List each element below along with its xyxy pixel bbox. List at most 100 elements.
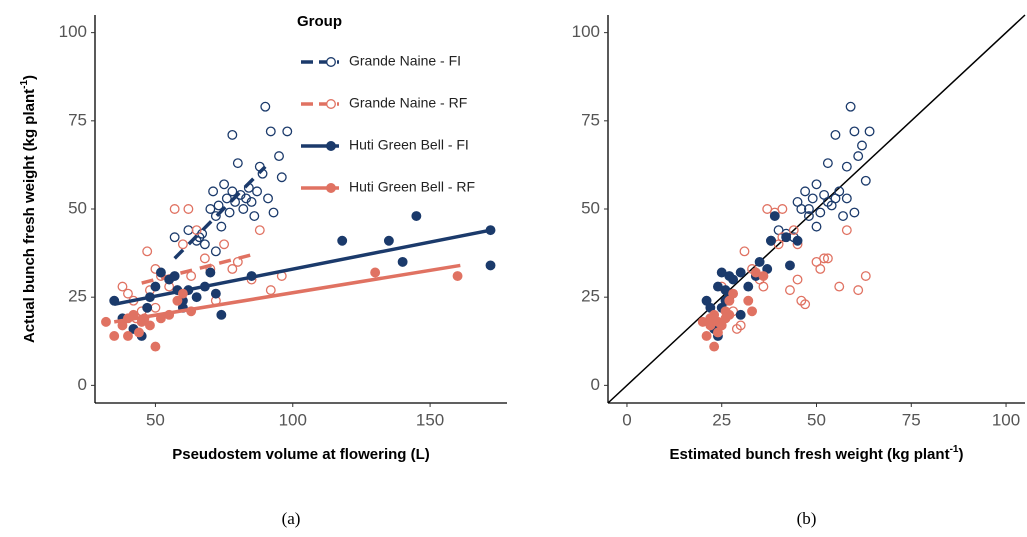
legend-marker bbox=[326, 183, 336, 193]
y-tick-label: 0 bbox=[591, 375, 600, 394]
point bbox=[169, 232, 180, 243]
point bbox=[241, 193, 252, 204]
point bbox=[169, 204, 180, 214]
point bbox=[819, 253, 830, 264]
point bbox=[735, 309, 746, 320]
legend-title: Group bbox=[297, 13, 342, 30]
point bbox=[838, 211, 848, 222]
point bbox=[800, 186, 811, 197]
point bbox=[337, 235, 348, 246]
point bbox=[853, 285, 864, 296]
point bbox=[254, 225, 265, 236]
point bbox=[150, 302, 161, 313]
point bbox=[754, 256, 765, 267]
point bbox=[210, 246, 221, 257]
y-axis-label: Actual bunch fresh weight (kg plant-1) bbox=[19, 75, 38, 343]
point bbox=[144, 320, 155, 331]
point bbox=[238, 204, 249, 214]
y-tick-label: 50 bbox=[68, 198, 87, 217]
point bbox=[792, 274, 803, 285]
point bbox=[123, 288, 133, 299]
point bbox=[249, 211, 260, 222]
point bbox=[199, 239, 210, 250]
point bbox=[183, 204, 194, 214]
point bbox=[724, 309, 735, 320]
point bbox=[849, 207, 860, 218]
point bbox=[227, 186, 238, 197]
point bbox=[199, 253, 210, 264]
point bbox=[728, 274, 739, 285]
x-tick-label: 50 bbox=[146, 410, 165, 429]
legend-marker bbox=[326, 141, 336, 151]
legend-label: Huti Green Bell - FI bbox=[349, 137, 469, 153]
point bbox=[123, 331, 133, 341]
point bbox=[769, 211, 780, 222]
y-tick-label: 25 bbox=[68, 287, 87, 306]
legend-label: Grande Naine - RF bbox=[349, 95, 467, 111]
point bbox=[743, 295, 754, 306]
y-tick-label: 75 bbox=[581, 110, 600, 129]
fit-line bbox=[113, 228, 491, 306]
label-sup: -1 bbox=[950, 444, 959, 455]
label-sup: -1 bbox=[19, 80, 30, 89]
x-tick-label: 150 bbox=[416, 410, 444, 429]
point bbox=[803, 204, 814, 214]
point bbox=[777, 204, 788, 214]
point bbox=[841, 193, 852, 204]
point bbox=[735, 267, 746, 278]
point bbox=[815, 264, 826, 274]
point bbox=[845, 101, 856, 112]
point bbox=[142, 302, 153, 313]
y-tick-label: 75 bbox=[68, 110, 87, 129]
point bbox=[370, 267, 381, 278]
y-tick-label: 100 bbox=[59, 22, 87, 41]
point bbox=[232, 256, 243, 267]
fit-line bbox=[113, 263, 461, 324]
point bbox=[268, 207, 279, 218]
point bbox=[860, 175, 871, 186]
label-text: Actual bunch fresh weight (kg plant bbox=[21, 89, 38, 343]
y-tick-label: 100 bbox=[572, 22, 600, 41]
point bbox=[246, 196, 257, 207]
point bbox=[208, 186, 219, 197]
point bbox=[205, 204, 216, 214]
point bbox=[781, 232, 792, 243]
legend-label: Huti Green Bell - RF bbox=[349, 179, 475, 195]
point bbox=[216, 309, 227, 320]
point bbox=[155, 267, 166, 278]
point bbox=[485, 260, 496, 271]
label-text: Estimated bunch fresh weight (kg plant bbox=[670, 446, 950, 463]
point bbox=[452, 271, 463, 281]
point bbox=[841, 161, 852, 172]
point bbox=[274, 151, 284, 162]
point bbox=[834, 186, 845, 197]
point bbox=[709, 341, 720, 352]
x-tick-label: 75 bbox=[902, 410, 921, 429]
point bbox=[219, 239, 230, 250]
point bbox=[183, 225, 194, 236]
point bbox=[227, 129, 238, 140]
point bbox=[807, 193, 818, 204]
point bbox=[177, 288, 188, 299]
x-tick-label: 50 bbox=[807, 410, 826, 429]
point bbox=[841, 225, 852, 236]
point bbox=[117, 281, 128, 292]
point bbox=[860, 271, 871, 281]
point bbox=[260, 101, 271, 112]
point bbox=[785, 285, 795, 296]
point bbox=[743, 281, 754, 292]
y-tick-label: 50 bbox=[581, 198, 600, 217]
legend-label: Grande Naine - FI bbox=[349, 53, 461, 69]
point bbox=[811, 179, 822, 190]
point bbox=[822, 253, 833, 264]
point bbox=[800, 299, 811, 310]
point bbox=[728, 288, 739, 299]
point bbox=[263, 193, 273, 204]
point bbox=[221, 193, 232, 204]
point bbox=[265, 126, 276, 137]
point bbox=[210, 288, 221, 299]
point bbox=[792, 196, 803, 207]
point bbox=[177, 239, 188, 250]
point bbox=[383, 235, 394, 246]
